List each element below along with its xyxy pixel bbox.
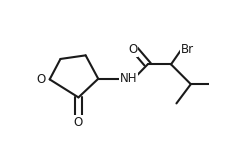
Text: Br: Br <box>180 43 193 56</box>
Text: O: O <box>36 73 46 86</box>
Text: O: O <box>73 116 83 129</box>
Text: NH: NH <box>119 72 137 85</box>
Text: O: O <box>128 44 137 56</box>
